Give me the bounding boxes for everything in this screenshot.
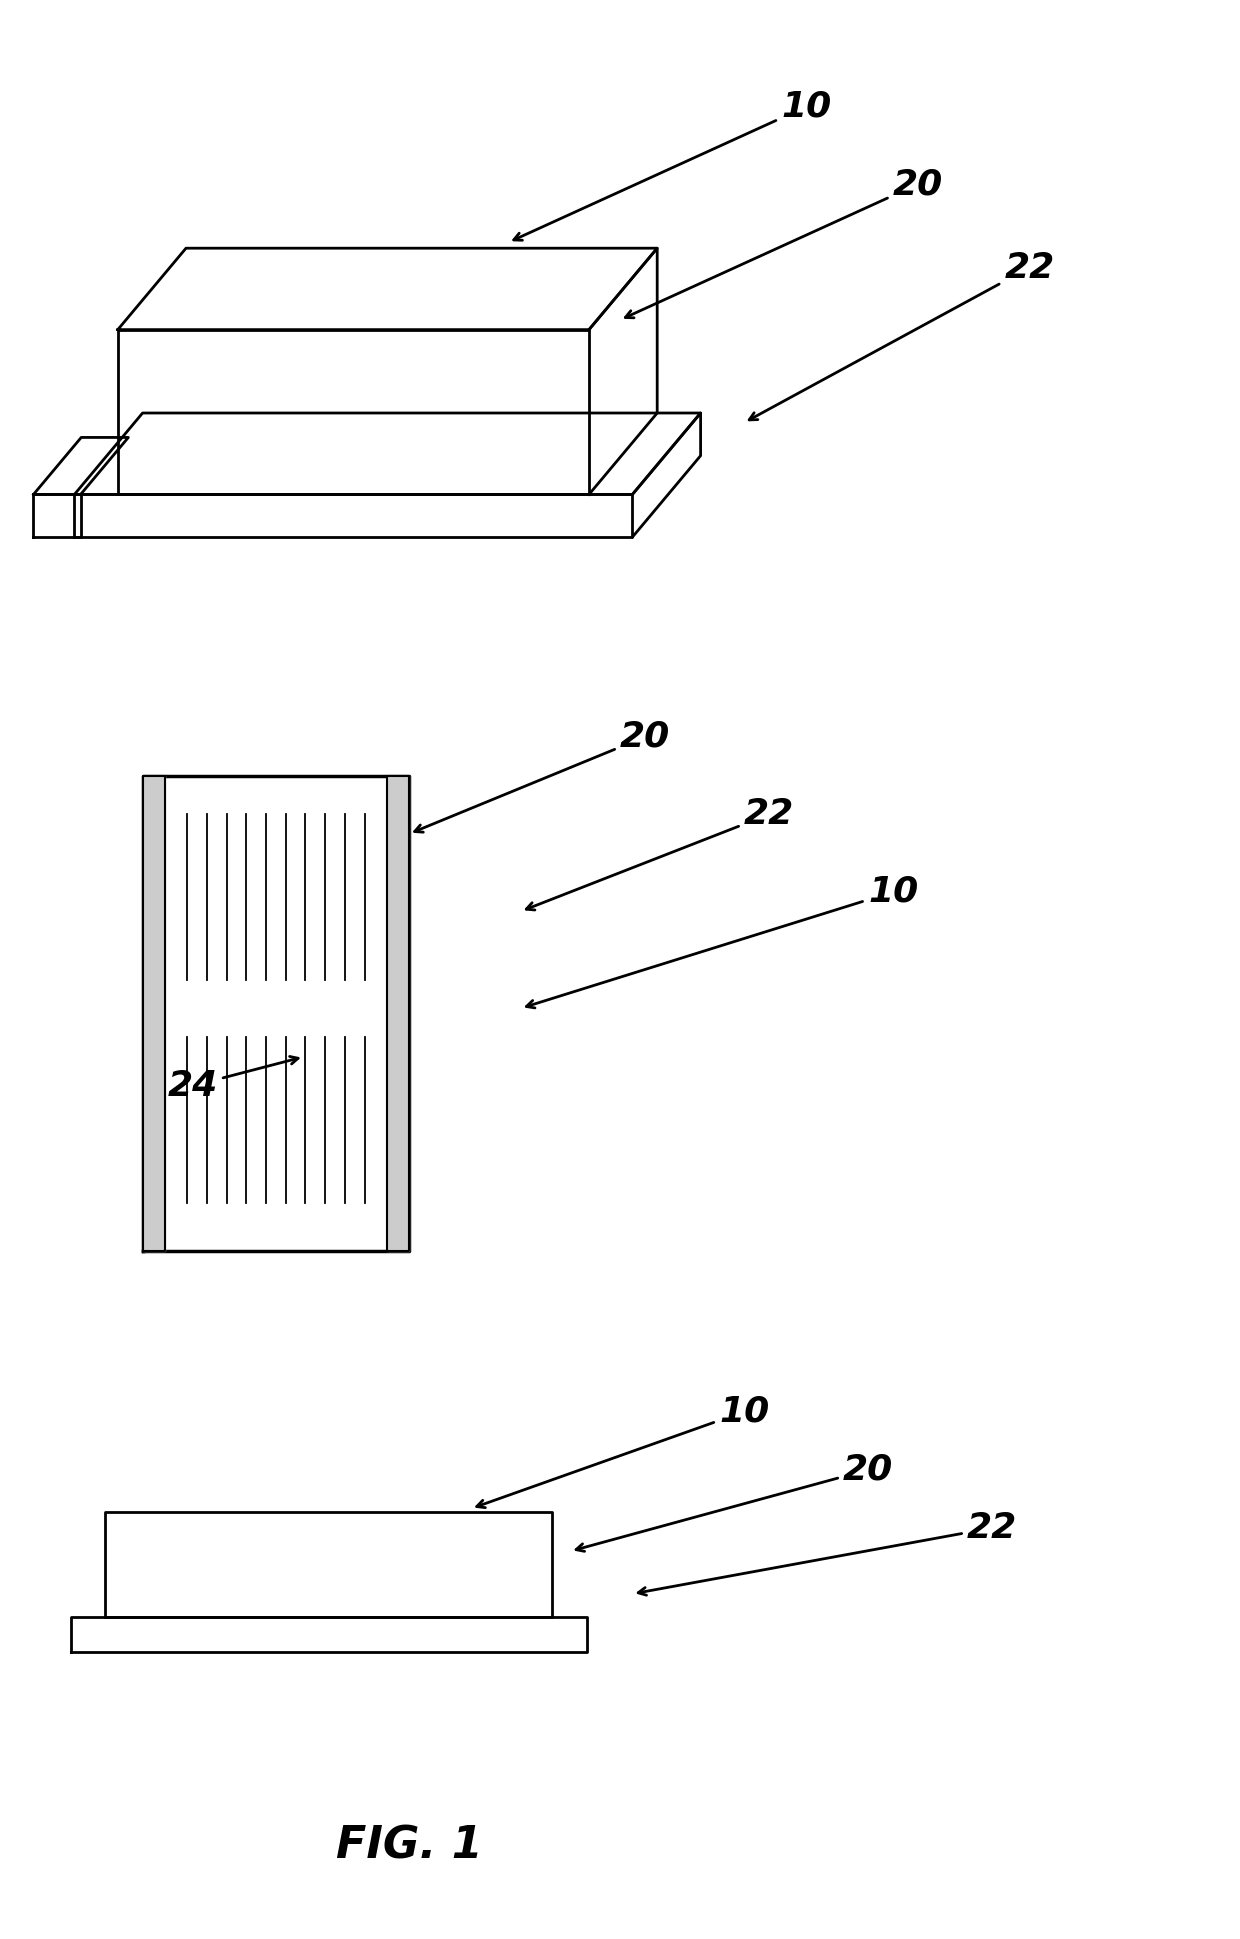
Text: 20: 20 xyxy=(625,167,944,318)
Text: 22: 22 xyxy=(526,797,795,909)
Text: 20: 20 xyxy=(577,1452,894,1551)
Text: 22: 22 xyxy=(749,250,1055,421)
Text: 22: 22 xyxy=(639,1510,1018,1596)
Text: FIG. 1: FIG. 1 xyxy=(336,1825,482,1867)
Polygon shape xyxy=(387,776,409,1251)
Text: 20: 20 xyxy=(414,719,671,832)
Polygon shape xyxy=(143,776,165,1251)
Text: 10: 10 xyxy=(513,89,832,240)
Text: 10: 10 xyxy=(527,874,919,1008)
Text: 10: 10 xyxy=(476,1394,770,1509)
Text: 24: 24 xyxy=(167,1057,298,1103)
